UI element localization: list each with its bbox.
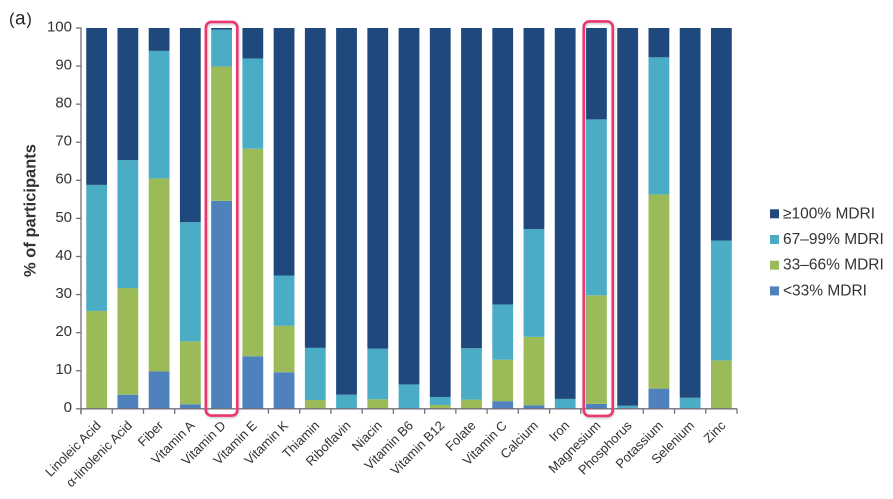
svg-text:70: 70 bbox=[55, 133, 72, 150]
svg-text:(a): (a) bbox=[9, 9, 32, 30]
svg-text:100: 100 bbox=[47, 18, 72, 35]
svg-text:60: 60 bbox=[55, 171, 72, 188]
svg-text:33–66% MDRI: 33–66% MDRI bbox=[783, 257, 884, 274]
svg-text:0: 0 bbox=[64, 399, 72, 416]
svg-text:% of participants: % of participants bbox=[22, 144, 40, 277]
svg-text:10: 10 bbox=[55, 361, 72, 378]
svg-text:Iron: Iron bbox=[546, 418, 572, 444]
svg-text:90: 90 bbox=[55, 56, 72, 73]
svg-text:80: 80 bbox=[55, 95, 72, 112]
svg-text:30: 30 bbox=[55, 285, 72, 302]
svg-text:50: 50 bbox=[55, 209, 72, 226]
svg-text:Zinc: Zinc bbox=[701, 417, 729, 445]
svg-text:≥100% MDRI: ≥100% MDRI bbox=[783, 205, 875, 222]
svg-text:20: 20 bbox=[55, 323, 72, 340]
svg-text:<33% MDRI: <33% MDRI bbox=[783, 282, 867, 299]
svg-text:40: 40 bbox=[55, 247, 72, 264]
svg-text:67–99% MDRI: 67–99% MDRI bbox=[783, 231, 884, 248]
